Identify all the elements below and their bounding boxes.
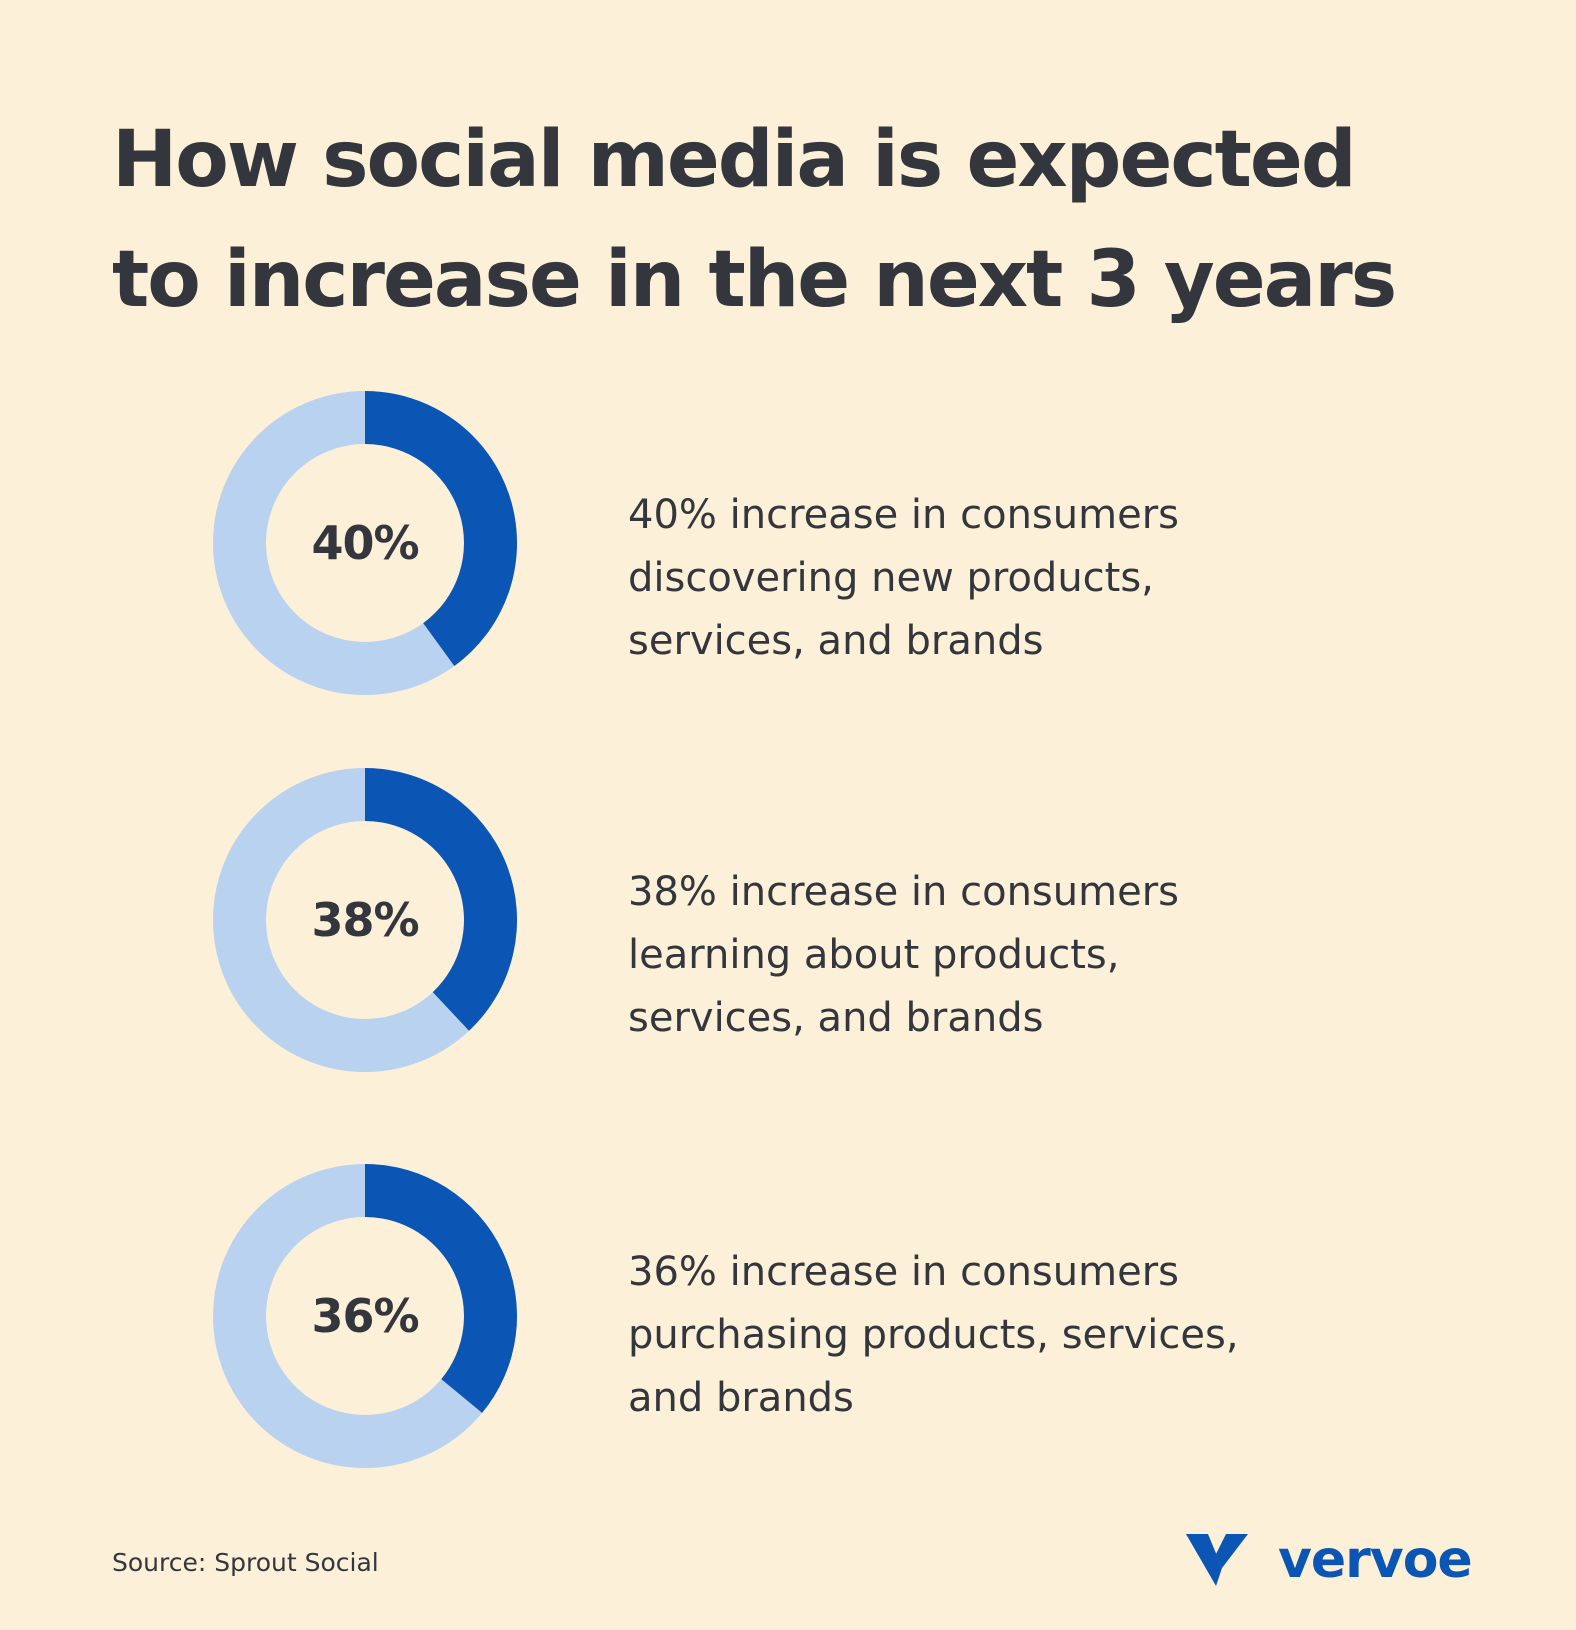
stat-row: 38% 38% increase in consumers learning a… <box>0 765 1576 1075</box>
title-line-2: to increase in the next 3 years <box>112 235 1397 325</box>
stat-row: 36% 36% increase in consumers purchasing… <box>0 1161 1576 1471</box>
stat-description: 40% increase in consumers discovering ne… <box>628 484 1448 673</box>
donut-value-slice <box>365 391 517 666</box>
donut-chart <box>213 768 517 1072</box>
donut-value-slice <box>365 1164 517 1413</box>
stat-description: 36% increase in consumers purchasing pro… <box>628 1241 1448 1430</box>
description-line: learning about products, <box>628 932 1120 978</box>
donut-value-label: 36% <box>311 1289 419 1343</box>
description-line: 40% increase in consumers <box>628 492 1179 538</box>
donut-value-label: 38% <box>311 893 419 947</box>
logo-text: vervoe <box>1278 1530 1473 1590</box>
source-note: Source: Sprout Social <box>112 1548 379 1577</box>
title-line-1: How social media is expected <box>112 115 1357 205</box>
description-line: purchasing products, services, <box>628 1312 1239 1358</box>
donut-chart <box>213 391 517 695</box>
donut-value-label: 40% <box>311 516 419 570</box>
description-line: services, and brands <box>628 995 1044 1041</box>
description-line: services, and brands <box>628 618 1044 664</box>
donut-value-slice <box>365 768 517 1031</box>
vervoe-logo: vervoe <box>1186 1530 1473 1590</box>
description-line: 38% increase in consumers <box>628 869 1179 915</box>
donut-chart <box>213 1164 517 1468</box>
description-line: discovering new products, <box>628 555 1154 601</box>
page-title: How social media is expected to increase… <box>112 100 1492 340</box>
description-line: and brands <box>628 1375 854 1421</box>
stat-description: 38% increase in consumers learning about… <box>628 861 1448 1050</box>
description-line: 36% increase in consumers <box>628 1249 1179 1295</box>
vervoe-v-logo-icon <box>1186 1534 1248 1586</box>
stat-row: 40% 40% increase in consumers discoverin… <box>0 388 1576 698</box>
